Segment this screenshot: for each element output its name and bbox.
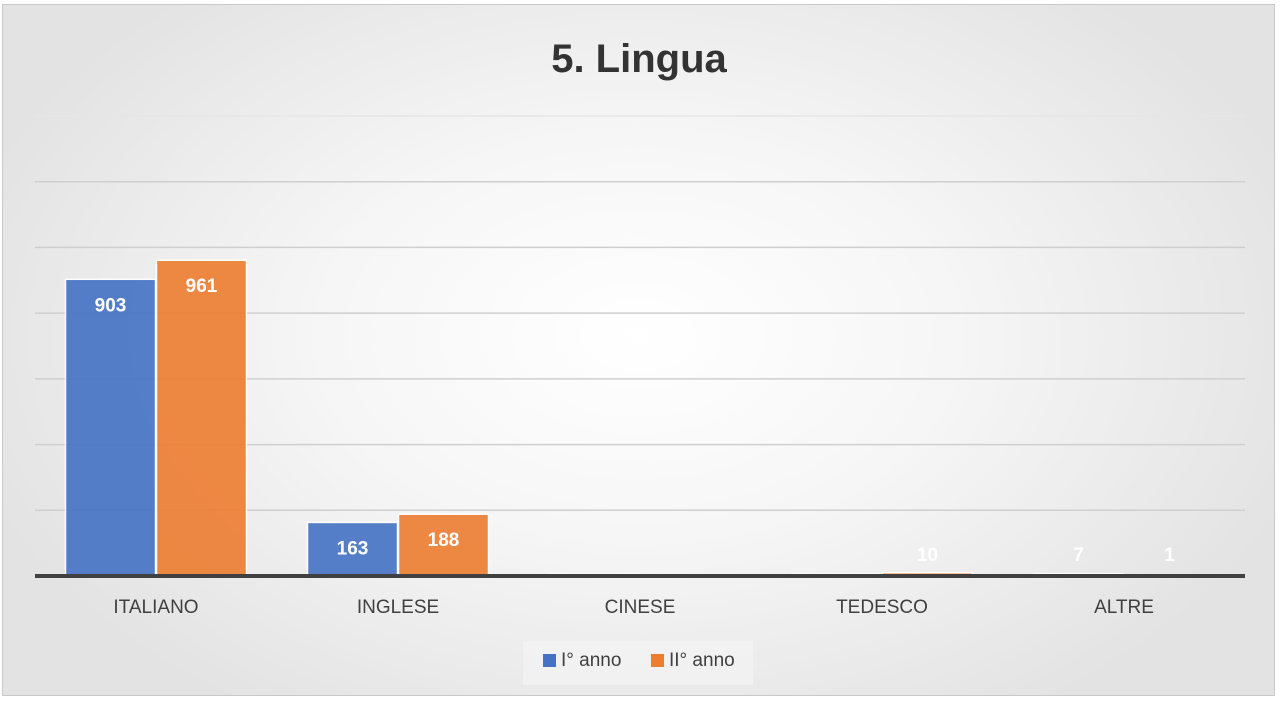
legend-label-series-2: II° anno — [669, 650, 735, 671]
legend-label-series-1: I° anno — [561, 650, 621, 671]
x-tick-label: TEDESCO — [836, 597, 928, 618]
bar-chart: 903 961 163 188 10 7 1 ITALIANO INGLESE CINESE TE… — [35, 37, 1245, 685]
x-tick-label: ITALIANO — [113, 597, 198, 618]
data-label: 903 — [95, 295, 127, 316]
bar-inglese-series-1 — [306, 521, 399, 577]
legend-box — [523, 641, 753, 685]
chart-frame: 903 961 163 188 10 7 1 ITALIANO INGLESE CINESE TE… — [2, 4, 1275, 696]
data-label: 188 — [428, 530, 460, 551]
data-label: 163 — [337, 538, 369, 559]
legend-swatch-series-1 — [543, 654, 556, 667]
chart-title: 5. Lingua — [551, 37, 727, 81]
x-tick-labels: ITALIANO INGLESE CINESE TEDESCO ALTRE — [113, 597, 1154, 618]
x-tick-label: INGLESE — [357, 597, 439, 618]
data-label: 961 — [186, 276, 218, 297]
legend: I° anno II° anno — [543, 650, 735, 671]
x-tick-label: ALTRE — [1094, 597, 1154, 618]
bar-italiano-series-2 — [155, 259, 248, 577]
bar-italiano-series-1 — [64, 278, 157, 577]
legend-swatch-series-2 — [651, 654, 664, 667]
data-label: 10 — [917, 545, 938, 566]
data-label: 1 — [1164, 545, 1175, 566]
bars — [64, 259, 1216, 577]
data-labels: 903 961 163 188 10 7 1 — [95, 276, 1176, 566]
bar-inglese-series-2 — [397, 513, 490, 577]
data-label: 7 — [1073, 545, 1084, 566]
x-tick-label: CINESE — [605, 597, 676, 618]
